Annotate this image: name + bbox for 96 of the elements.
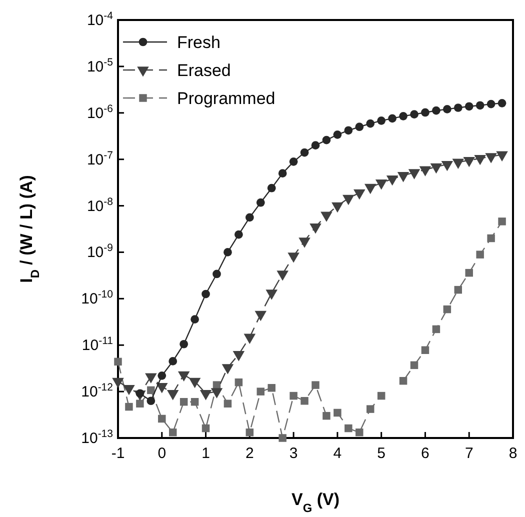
- point: [312, 381, 320, 389]
- point: [256, 198, 265, 207]
- x-tick-label: 4: [333, 445, 342, 462]
- point: [158, 414, 166, 423]
- point: [180, 340, 188, 348]
- point: [366, 405, 374, 413]
- point: [168, 357, 178, 366]
- point: [399, 376, 408, 385]
- point: [344, 424, 352, 432]
- y-tick-label: 10$^{-11}$: [82, 335, 114, 354]
- point: [421, 108, 430, 117]
- point: [125, 402, 133, 411]
- legend-label: Programmed: [177, 89, 276, 108]
- point: [454, 286, 462, 294]
- point: [267, 184, 276, 192]
- point: [464, 102, 474, 111]
- point: [465, 268, 473, 277]
- point: [202, 424, 210, 432]
- point: [454, 104, 462, 112]
- point: [311, 141, 320, 150]
- point: [244, 334, 256, 344]
- y-tick-label: 10$^{-9}$: [86, 242, 114, 262]
- x-tick-label: 2: [245, 445, 254, 462]
- point: [300, 148, 309, 157]
- point: [476, 250, 484, 258]
- point: [432, 106, 440, 115]
- x-tick-label: 6: [421, 445, 430, 462]
- point: [245, 213, 254, 222]
- x-tick-label: 8: [508, 445, 518, 462]
- point: [377, 392, 386, 400]
- point: [377, 116, 386, 125]
- point: [190, 315, 199, 324]
- x-tick-label: 3: [289, 445, 298, 462]
- x-tick-label: -1: [111, 445, 125, 462]
- x-tick-label: 5: [377, 445, 386, 462]
- point: [496, 151, 508, 162]
- point: [190, 398, 199, 406]
- point: [158, 371, 166, 380]
- point: [399, 112, 408, 120]
- point: [356, 428, 364, 436]
- point: [136, 400, 144, 408]
- point: [278, 434, 286, 442]
- point: [322, 136, 331, 144]
- point: [114, 358, 122, 366]
- y-tick-label: 10$^{-12}$: [81, 382, 114, 401]
- point: [290, 392, 298, 400]
- y-tick-label: 10$^{-6}$: [86, 102, 114, 122]
- point: [246, 428, 254, 436]
- point: [224, 248, 232, 256]
- x-tick-label: 0: [158, 445, 166, 462]
- point: [234, 230, 243, 239]
- point: [410, 110, 418, 119]
- y-tick-label: 10$^{-10}$: [81, 288, 114, 308]
- y-tick-label: 10$^{-13}$: [81, 428, 114, 447]
- point: [136, 389, 144, 398]
- y-tick-label: 10$^{-5}$: [86, 56, 114, 76]
- x-axis-title: V$_{G}$ (V): [292, 490, 340, 515]
- point: [333, 130, 342, 139]
- point: [487, 234, 495, 242]
- point: [147, 386, 155, 394]
- y-tick-label: 10$^{-7}$: [86, 149, 114, 168]
- point: [334, 408, 342, 417]
- point: [486, 100, 496, 108]
- point: [388, 114, 396, 123]
- point: [498, 218, 506, 226]
- point: [498, 98, 506, 108]
- legend-label: Erased: [177, 61, 231, 80]
- point: [322, 412, 330, 420]
- point: [410, 361, 418, 370]
- point: [256, 388, 265, 396]
- point: [146, 396, 156, 406]
- x-tick-label: 1: [202, 445, 210, 462]
- point: [212, 270, 221, 278]
- point: [419, 166, 432, 176]
- point: [432, 325, 440, 334]
- x-tick-label: 7: [464, 445, 474, 462]
- point: [421, 346, 430, 354]
- y-tick-label: 10$^{-8}$: [86, 196, 114, 215]
- point: [355, 122, 364, 132]
- point: [366, 119, 375, 128]
- legend-label: Fresh: [177, 33, 220, 52]
- point: [289, 158, 298, 166]
- point: [443, 305, 452, 314]
- point: [300, 397, 308, 405]
- point: [234, 378, 243, 386]
- point: [476, 101, 484, 110]
- point: [452, 158, 464, 169]
- point: [344, 126, 353, 135]
- point: [268, 384, 276, 392]
- point: [442, 105, 452, 114]
- point: [202, 290, 210, 298]
- point: [180, 398, 188, 406]
- point: [224, 400, 232, 408]
- y-tick-label: 10$^{-4}$: [86, 10, 114, 29]
- point: [168, 428, 177, 436]
- point: [278, 169, 287, 178]
